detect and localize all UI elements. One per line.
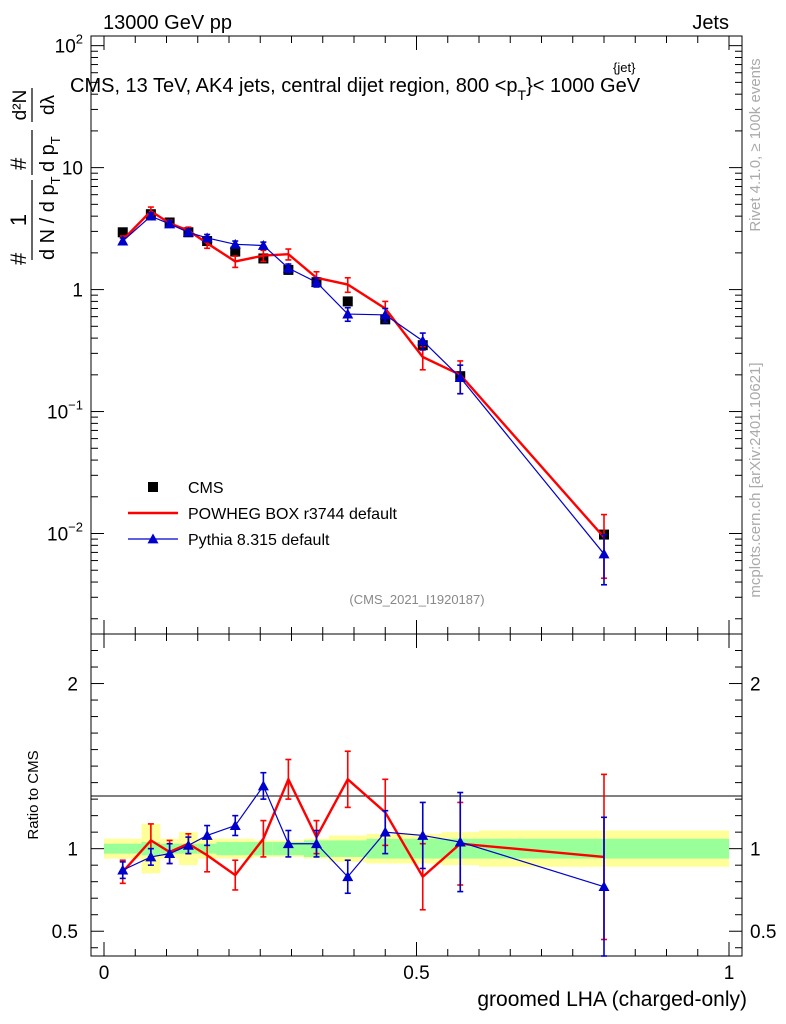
ratio-series xyxy=(117,750,610,957)
x-tick-label: 0 xyxy=(99,963,110,984)
pythia-ratio-marker xyxy=(229,820,241,830)
pythia-ratio-marker xyxy=(379,826,391,837)
x-tick-label: 1 xyxy=(724,963,735,984)
pythia-ratio-marker xyxy=(454,836,466,847)
data-point xyxy=(117,227,128,238)
pythia-marker xyxy=(342,308,354,319)
ylabel-d2n: d²N xyxy=(10,90,31,121)
pythia-marker xyxy=(282,262,294,273)
ratio-y-tick-label: 1 xyxy=(67,840,78,861)
main-y-tick-label: 1 xyxy=(72,281,83,302)
pythia-ratio-marker xyxy=(164,848,176,859)
ratio-frame xyxy=(90,633,743,957)
ylabel-one: 1 xyxy=(6,214,31,226)
ylabel-dlambda: dλ xyxy=(38,94,59,115)
mcplots-label: mcplots.cern.ch [arXiv:2401.10621] xyxy=(747,362,764,597)
plot-title-main: CMS, 13 TeV, AK4 jets, central dijet reg… xyxy=(70,75,518,97)
pythia-marker xyxy=(182,226,194,237)
ratio-y-tick-label-right: 0.5 xyxy=(750,922,776,943)
pythia-marker xyxy=(229,238,241,249)
legend-label: Pythia 8.315 default xyxy=(188,532,330,549)
rivet-label: Rivet 4.1.0, ≥ 100k events xyxy=(747,58,764,231)
x-axis: 0 0.5 1 xyxy=(99,36,735,984)
ylabel-den: d N / d pT xyxy=(37,176,63,260)
pythia-ratio-marker xyxy=(145,851,157,862)
ylabel-num2: d pT xyxy=(37,136,63,172)
ylabel-hash1: # xyxy=(6,252,31,265)
plot-title-end: }< 1000 GeV xyxy=(526,75,641,97)
pythia-marker xyxy=(117,235,129,246)
ratio-y-label: Ratio to CMS xyxy=(25,750,42,839)
plot-title-sub: T xyxy=(518,87,527,103)
legend: CMS POWHEG BOX r3744 default Pythia 8.315 … xyxy=(128,480,398,549)
band-inner xyxy=(216,842,254,856)
main-y-tick-label: 10−1 xyxy=(47,398,83,424)
band-inner xyxy=(329,840,367,857)
pythia-marker xyxy=(417,335,429,346)
pythia-ratio-marker xyxy=(201,829,213,840)
pythia-marker xyxy=(379,309,391,320)
pythia-ratio-marker xyxy=(342,871,354,882)
analysis-watermark: (CMS_2021_I1920187) xyxy=(349,592,484,607)
header-left: 13000 GeV pp xyxy=(103,12,232,34)
main-y-tick-label: 10 xyxy=(62,159,83,180)
pythia-line xyxy=(122,215,605,555)
pythia-marker xyxy=(164,218,176,229)
legend-label: CMS xyxy=(188,480,224,497)
legend-pythia-marker xyxy=(147,533,159,544)
ratio-y-tick-label: 0.5 xyxy=(52,922,78,943)
pythia-ratio-marker xyxy=(311,838,322,849)
pythia-marker xyxy=(145,210,157,221)
pythia-marker xyxy=(257,239,269,250)
ratio-y-tick-label-right: 2 xyxy=(750,675,761,696)
pythia-ratio-line xyxy=(122,784,605,888)
ratio-y-tick-label-right: 1 xyxy=(750,840,761,861)
x-tick-label: 0.5 xyxy=(403,963,429,984)
legend-label: POWHEG BOX r3744 default xyxy=(188,506,398,523)
pythia-ratio-marker xyxy=(417,829,429,840)
main-y-tick-label: 102 xyxy=(55,32,83,58)
pythia-marker xyxy=(454,372,466,382)
powheg-ratio-line xyxy=(121,776,605,879)
ratio-y-tick-label: 2 xyxy=(67,675,78,696)
plot-title: CMS, 13 TeV, AK4 jets, central dijet reg… xyxy=(70,75,641,103)
x-axis-label: groomed LHA (charged-only) xyxy=(477,988,747,1011)
pythia-ratio-marker xyxy=(282,838,294,849)
main-y-axis: 102 10 1 10−1 10−2 xyxy=(47,32,742,620)
data-point xyxy=(230,246,241,257)
band-inner xyxy=(104,843,142,854)
pythia-ratio-marker xyxy=(598,881,610,892)
ylabel-hash2: # xyxy=(6,157,31,170)
pythia-ratio-marker xyxy=(182,839,194,850)
pythia-ratio-marker xyxy=(117,864,129,875)
pythia-marker xyxy=(201,232,213,243)
plot-title-sup: {jet} xyxy=(613,60,636,75)
main-y-tick-label: 10−2 xyxy=(47,520,83,546)
data-point xyxy=(342,296,353,307)
main-series xyxy=(117,206,610,586)
header-right: Jets xyxy=(692,12,729,34)
pythia-marker xyxy=(598,548,610,559)
legend-data-marker xyxy=(148,482,158,492)
ratio-y-axis: 0.5 0.5 1 1 2 2 xyxy=(52,650,776,949)
pythia-ratio-marker xyxy=(257,780,269,791)
y-axis-label: # 1 d N / d pT # d pT d²N dλ xyxy=(6,88,63,265)
pythia-marker xyxy=(311,276,322,287)
